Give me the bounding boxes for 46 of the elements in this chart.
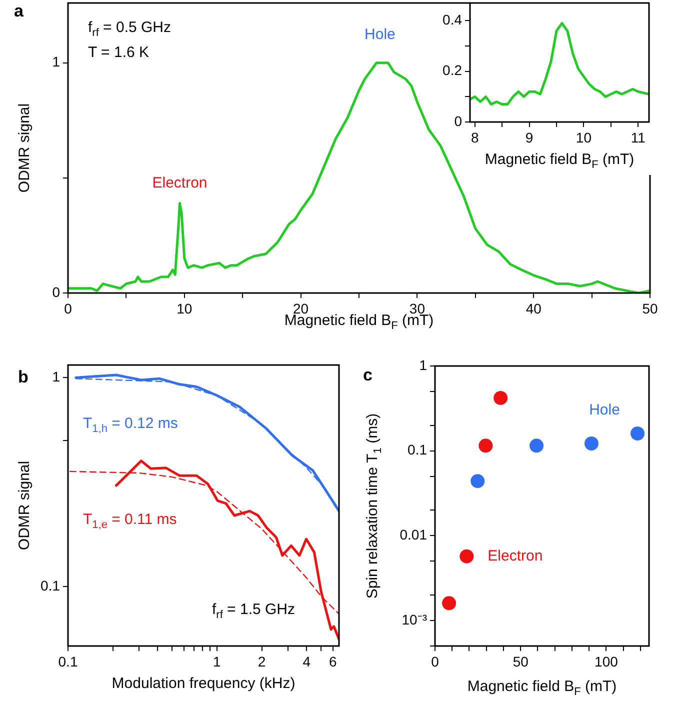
x-tick-label: 6 xyxy=(328,653,337,670)
chart-title: c xyxy=(363,366,372,385)
x-axis-title: Modulation frequency (kHz) xyxy=(112,675,296,692)
y-axis-title: ODMR signal xyxy=(16,103,34,193)
y-tick-label: 0.4 xyxy=(442,12,462,28)
x-tick-label: 100 xyxy=(594,653,618,670)
point xyxy=(442,596,456,610)
x-tick-label: 2 xyxy=(258,653,266,670)
x-tick-label: 0 xyxy=(64,300,72,316)
annotation: Hole xyxy=(364,26,396,43)
annotation: T = 1.6 K xyxy=(88,44,150,62)
x-tick-label: 11 xyxy=(630,129,646,146)
x-tick-label: 40 xyxy=(526,300,542,316)
point xyxy=(478,438,493,453)
series-label: Hole xyxy=(589,402,620,419)
x-tick-label: 4 xyxy=(302,653,311,670)
x-tick-label: 50 xyxy=(512,653,529,670)
y-tick-label: 0.1 xyxy=(408,442,428,458)
chart-title: b xyxy=(18,368,28,387)
series-label: Electron xyxy=(488,547,543,564)
x-tick-label: 50 xyxy=(642,300,658,316)
y-tick-label: 1 xyxy=(52,368,60,385)
point xyxy=(470,474,485,488)
x-tick-label: 8 xyxy=(471,129,479,146)
y-tick-label: 0 xyxy=(52,284,60,300)
y-tick-label: 0 xyxy=(454,112,462,129)
y-tick-label: 0.1 xyxy=(40,578,60,594)
point xyxy=(584,436,598,450)
y-tick-label: 1 xyxy=(52,54,60,70)
point xyxy=(530,438,544,453)
x-tick-label: 10 xyxy=(576,129,592,146)
x-tick-label: 10 xyxy=(176,300,192,316)
point xyxy=(460,549,474,564)
chart-title: a xyxy=(14,2,24,21)
y-tick-label: 0.2 xyxy=(442,62,462,78)
annotation: Electron xyxy=(152,174,208,192)
point xyxy=(630,426,645,441)
x-tick-label: 9 xyxy=(525,129,534,146)
y-tick-label: 10⁻³ xyxy=(402,611,428,628)
y-tick-label: 1 xyxy=(419,356,428,373)
point xyxy=(494,390,508,405)
y-tick-label: 0.01 xyxy=(400,526,428,543)
x-tick-label: 1 xyxy=(213,653,222,670)
x-tick-label: 0 xyxy=(431,653,440,670)
y-axis-title: Spin relaxation time T1 (ms) xyxy=(364,413,384,599)
y-axis-title: ODMR signal xyxy=(16,460,34,550)
